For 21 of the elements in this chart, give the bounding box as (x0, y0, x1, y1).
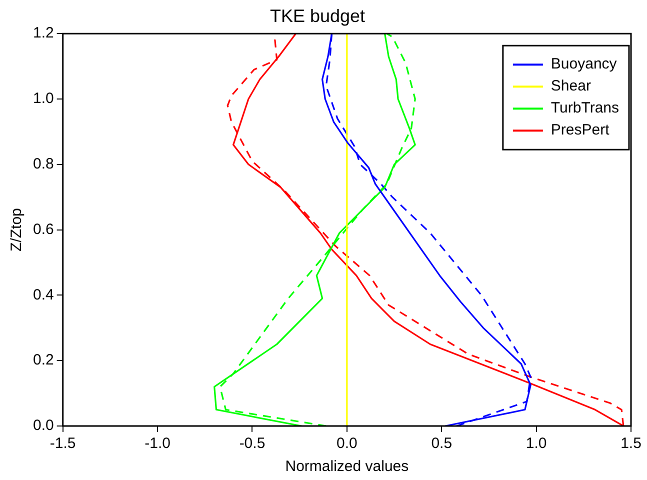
legend-label: Buoyancy (550, 56, 618, 73)
legend-label: PresPert (550, 122, 610, 139)
y-tick-label: 0.0 (32, 417, 54, 434)
legend-label: Shear (550, 78, 591, 95)
y-tick-label: 0.4 (32, 286, 54, 304)
x-axis-title: Normalized values (285, 458, 409, 476)
y-tick-label: 0.2 (32, 352, 54, 369)
y-tick-label: 0.8 (32, 156, 54, 173)
legend-label: TurbTrans (550, 100, 620, 117)
y-tick-label: 1.2 (32, 24, 54, 42)
x-tick-label: 1.5 (620, 435, 642, 452)
x-tick-label: -1.5 (50, 435, 76, 452)
chart-title: TKE budget (270, 6, 366, 26)
y-tick-label: 0.6 (32, 220, 54, 238)
x-tick-label: -0.5 (239, 435, 266, 452)
x-tick-label: 0.5 (431, 435, 452, 452)
x-tick-label: -1.0 (144, 435, 170, 452)
x-tick-label: 1.0 (526, 435, 547, 452)
x-tick-label: 0.0 (336, 435, 358, 452)
y-axis-title: Z/Ztop (8, 208, 26, 252)
y-tick-label: 1.0 (32, 90, 54, 108)
